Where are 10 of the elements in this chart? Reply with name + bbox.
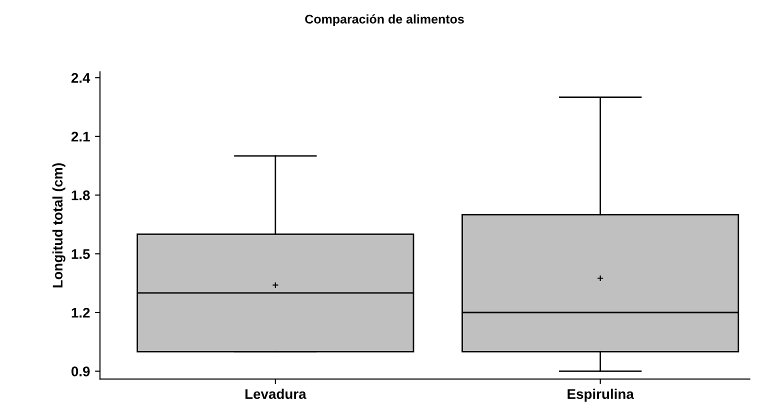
x-tick-label: Espirulina xyxy=(568,388,634,402)
y-axis-title: Longitud total (cm) xyxy=(52,163,66,288)
y-tick-label: 1.5 xyxy=(72,249,90,259)
y-tick-label: 0.9 xyxy=(71,366,90,376)
y-tick-label: 1.8 xyxy=(72,190,90,200)
y-tick-label: 2.4 xyxy=(71,73,90,83)
x-tick-label: Levadura xyxy=(245,388,306,399)
y-tick-label: 1.2 xyxy=(72,308,90,318)
chart-title: Comparación de alimentos xyxy=(305,14,464,26)
y-tick-label: 2.1 xyxy=(71,132,90,142)
